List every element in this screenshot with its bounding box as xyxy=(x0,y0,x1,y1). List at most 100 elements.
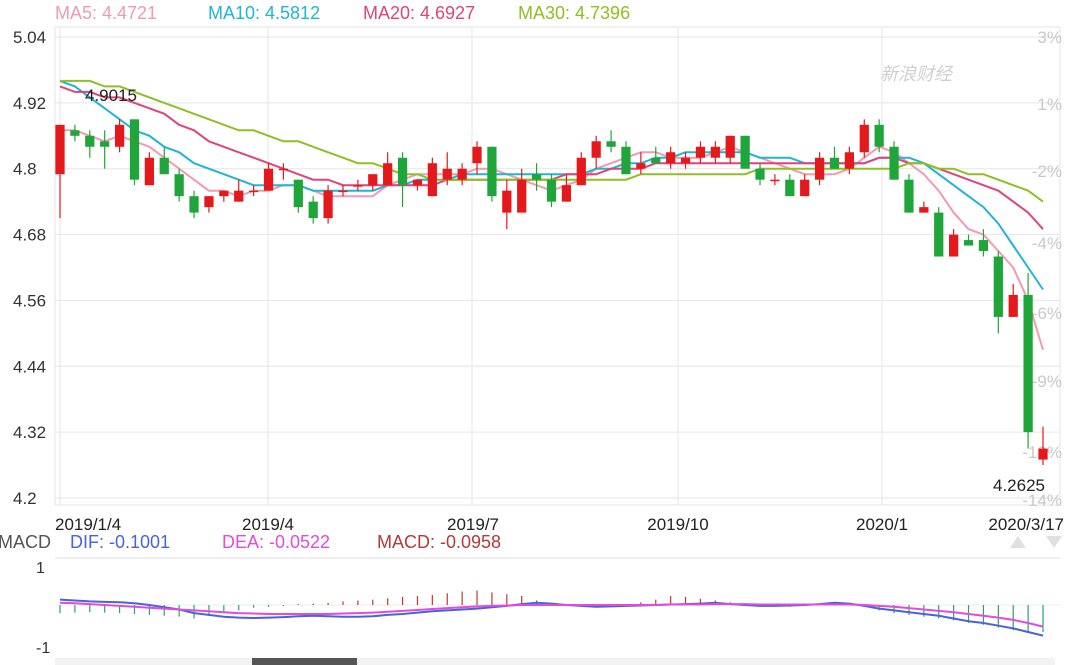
candle-down xyxy=(546,179,557,202)
candle-up xyxy=(636,163,646,169)
candle-up xyxy=(323,190,333,219)
candle-up xyxy=(591,141,601,158)
candle-down xyxy=(1023,294,1033,433)
legend-ma5: MA5: 4.4721 xyxy=(55,3,157,23)
candle-up xyxy=(144,157,154,186)
candle-up xyxy=(234,190,244,202)
candle-down xyxy=(978,240,989,252)
candle-up xyxy=(680,157,691,164)
navigator-handle[interactable] xyxy=(252,658,357,665)
candle-down xyxy=(874,124,884,147)
candle-up xyxy=(472,146,482,164)
range-navigator[interactable] xyxy=(55,658,1055,665)
candle-down xyxy=(85,135,95,147)
y-tick-label: 4.56 xyxy=(13,291,46,310)
candle-down xyxy=(159,157,169,175)
candle-down xyxy=(308,201,318,219)
y-tick-label: 4.68 xyxy=(13,226,46,245)
candle-down xyxy=(934,212,944,257)
macd-dif-label: DIF: -0.1001 xyxy=(70,532,170,552)
pct-tick-label: -2% xyxy=(1032,162,1062,181)
candle-down xyxy=(785,179,795,197)
pct-tick-label: -9% xyxy=(1032,372,1062,391)
y-tick-label: 4.44 xyxy=(13,357,46,376)
candle-up xyxy=(576,157,586,186)
candlesticks xyxy=(55,119,1048,466)
candle-up xyxy=(368,174,378,186)
candle-up xyxy=(442,168,452,180)
candle-up xyxy=(338,190,348,193)
candle-up xyxy=(695,146,706,158)
pct-tick-label: 3% xyxy=(1037,28,1062,47)
x-tick-label: 2020/3/17 xyxy=(988,515,1064,534)
candle-up xyxy=(666,152,676,164)
candle-up xyxy=(502,190,512,213)
candle-down xyxy=(740,135,750,169)
x-tick-label: 2019/4 xyxy=(242,515,294,534)
candle-up xyxy=(561,185,572,202)
macd-value-label: MACD: -0.0958 xyxy=(377,532,501,552)
candle-down xyxy=(621,146,631,175)
scroll-down-icon[interactable] xyxy=(1046,536,1062,548)
y-tick-label: 4.8 xyxy=(13,160,37,179)
candle-up xyxy=(412,179,423,186)
candle-down xyxy=(606,141,616,147)
candle-down xyxy=(487,146,497,197)
last-annotation: 4.2625 xyxy=(993,476,1045,495)
candle-up xyxy=(219,190,229,197)
price-axis: 5.04 4.92 4.8 4.68 4.56 4.44 4.32 4.2 xyxy=(13,28,46,508)
candle-up xyxy=(844,152,854,169)
candle-up xyxy=(919,207,929,213)
candle-down xyxy=(174,174,184,197)
candle-up xyxy=(457,168,467,180)
pct-tick-label: -4% xyxy=(1032,234,1062,253)
price-grid xyxy=(54,26,1061,506)
macd-dea-label: DEA: -0.0522 xyxy=(222,532,330,552)
legend-ma20: MA20: 4.6927 xyxy=(363,3,475,23)
y-tick-label: 4.2 xyxy=(13,489,37,508)
candle-down xyxy=(293,179,303,208)
candle-up xyxy=(517,179,527,213)
candle-down xyxy=(963,240,974,246)
date-axis: 2019/1/4 2019/4 2019/7 2019/10 2020/1 2020/3/… xyxy=(55,515,1064,534)
candle-up xyxy=(800,179,810,197)
candle-up xyxy=(770,179,780,182)
watermark: 新浪财经 xyxy=(880,64,954,84)
y-tick-label: 4.92 xyxy=(13,94,46,113)
candle-down xyxy=(755,168,765,180)
macd-legend: MACD DIF: -0.1001 DEA: -0.0522 MACD: -0.… xyxy=(0,532,501,552)
candle-down xyxy=(189,196,199,213)
scroll-up-icon[interactable] xyxy=(1010,536,1026,548)
pct-tick-label: 1% xyxy=(1037,95,1062,114)
candle-up xyxy=(114,124,125,147)
x-tick-label: 2020/1 xyxy=(856,515,908,534)
legend-ma30: MA30: 4.7396 xyxy=(518,3,630,23)
macd-dea-line xyxy=(59,601,1044,628)
x-tick-label: 2019/1/4 xyxy=(55,515,121,534)
candle-down xyxy=(993,256,1003,317)
candle-down xyxy=(397,157,408,186)
candle-up xyxy=(427,163,437,197)
y-tick-label: 5.04 xyxy=(13,28,46,47)
macd-dif-line xyxy=(59,598,1044,637)
candle-up xyxy=(263,168,274,191)
candle-up xyxy=(55,124,65,175)
macd-y-tick-bottom: -1 xyxy=(36,640,50,657)
pct-tick-label: -14% xyxy=(1022,491,1062,510)
macd-y-tick-top: 1 xyxy=(36,560,45,577)
high-annotation: 4.9015 xyxy=(85,86,137,105)
candle-down xyxy=(129,119,140,180)
candle-up xyxy=(710,146,720,158)
candle-down xyxy=(531,174,542,180)
candle-down xyxy=(829,157,840,169)
ma-legend: MA5: 4.4721 MA10: 4.5812 MA20: 4.6927 MA… xyxy=(55,3,630,23)
plot-frame xyxy=(54,26,1061,506)
candle-up xyxy=(353,185,363,187)
legend-ma10: MA10: 4.5812 xyxy=(208,3,320,23)
candle-up xyxy=(859,124,869,153)
pct-tick-label: -6% xyxy=(1032,304,1062,323)
candle-down xyxy=(651,157,661,164)
candle-up xyxy=(1038,448,1048,460)
candle-down xyxy=(100,141,110,147)
